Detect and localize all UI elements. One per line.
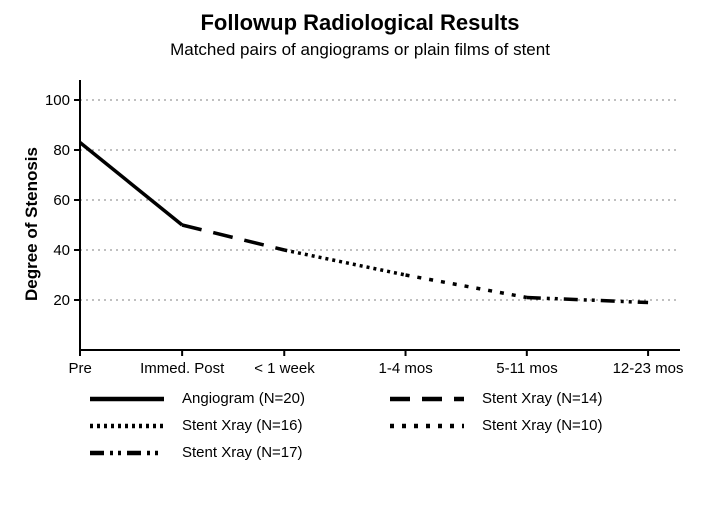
legend-item: Stent Xray (N=10): [390, 417, 670, 434]
data-segment: [182, 225, 284, 250]
y-tick-label: 80: [53, 142, 70, 159]
chart-subtitle: Matched pairs of angiograms or plain fil…: [0, 40, 720, 60]
chart-legend: Angiogram (N=20) Stent Xray (N=14) Stent X…: [90, 390, 680, 471]
x-tick-label: 12-23 mos: [613, 360, 684, 377]
y-tick-label: 100: [45, 92, 70, 109]
legend-label: Angiogram (N=20): [182, 390, 305, 407]
data-segment: [406, 275, 527, 298]
legend-swatch-icon: [390, 419, 464, 433]
legend-item: Stent Xray (N=14): [390, 390, 670, 407]
legend-swatch-icon: [90, 392, 164, 406]
x-tick-label: 5-11 mos: [496, 360, 557, 377]
x-tick-label: 1-4 mos: [379, 360, 433, 377]
legend-swatch-icon: [390, 392, 464, 406]
chart-container: Followup Radiological Results Matched pa…: [0, 0, 720, 508]
legend-label: Stent Xray (N=10): [482, 417, 602, 434]
x-tick-label: < 1 week: [254, 360, 314, 377]
legend-label: Stent Xray (N=14): [482, 390, 602, 407]
y-axis-label: Degree of Stenosis: [22, 147, 42, 301]
legend-label: Stent Xray (N=16): [182, 417, 302, 434]
x-tick-label: Immed. Post: [140, 360, 224, 377]
data-segment: [284, 250, 405, 275]
x-tick-label: Pre: [69, 360, 92, 377]
y-tick-label: 60: [53, 192, 70, 209]
legend-swatch-icon: [90, 446, 164, 460]
data-segment: [80, 143, 182, 226]
y-tick-label: 20: [53, 292, 70, 309]
legend-label: Stent Xray (N=17): [182, 444, 302, 461]
legend-item: Stent Xray (N=17): [90, 444, 390, 461]
legend-item: Stent Xray (N=16): [90, 417, 390, 434]
y-tick-label: 40: [53, 242, 70, 259]
legend-swatch-icon: [90, 419, 164, 433]
data-segment: [527, 298, 648, 303]
legend-item: Angiogram (N=20): [90, 390, 390, 407]
chart-title: Followup Radiological Results: [0, 10, 720, 36]
